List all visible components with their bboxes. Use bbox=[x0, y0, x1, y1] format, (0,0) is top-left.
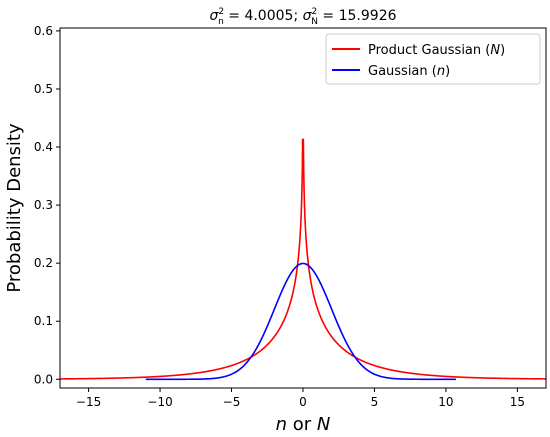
legend-label-product-gaussian: Product Gaussian (N) bbox=[368, 43, 505, 58]
x-tick-label-2: −5 bbox=[223, 395, 241, 409]
y-tick-label-0: 0.0 bbox=[34, 372, 53, 386]
y-tick-label-2: 0.2 bbox=[34, 256, 53, 270]
series-product-gaussian-line bbox=[60, 138, 546, 380]
x-axis-label: n or N bbox=[276, 414, 331, 435]
x-tick-label-5: 10 bbox=[438, 395, 453, 409]
x-tick-label-0: −15 bbox=[76, 395, 101, 409]
series-gaussian-line bbox=[145, 262, 456, 381]
plot-area bbox=[60, 138, 546, 381]
y-tick-label-4: 0.4 bbox=[34, 140, 53, 154]
y-tick-label-6: 0.6 bbox=[34, 24, 53, 38]
y-tick-label-5: 0.5 bbox=[34, 82, 53, 96]
legend-label-gaussian: Gaussian (n) bbox=[368, 64, 450, 79]
x-tick-label-6: 15 bbox=[510, 395, 525, 409]
x-tick-label-1: −10 bbox=[147, 395, 172, 409]
x-tick-label-4: 5 bbox=[371, 395, 379, 409]
legend: Product Gaussian (N) Gaussian (n) bbox=[325, 33, 541, 85]
y-tick-label-3: 0.3 bbox=[34, 198, 53, 212]
y-tick-label-1: 0.1 bbox=[34, 314, 53, 328]
chart-title: σ2 n = 4.0005; σ2 N = 15.9926 bbox=[209, 7, 396, 27]
legend-box bbox=[325, 33, 541, 85]
x-tick-label-3: 0 bbox=[299, 395, 307, 409]
y-axis-label: Probability Density bbox=[4, 123, 25, 293]
